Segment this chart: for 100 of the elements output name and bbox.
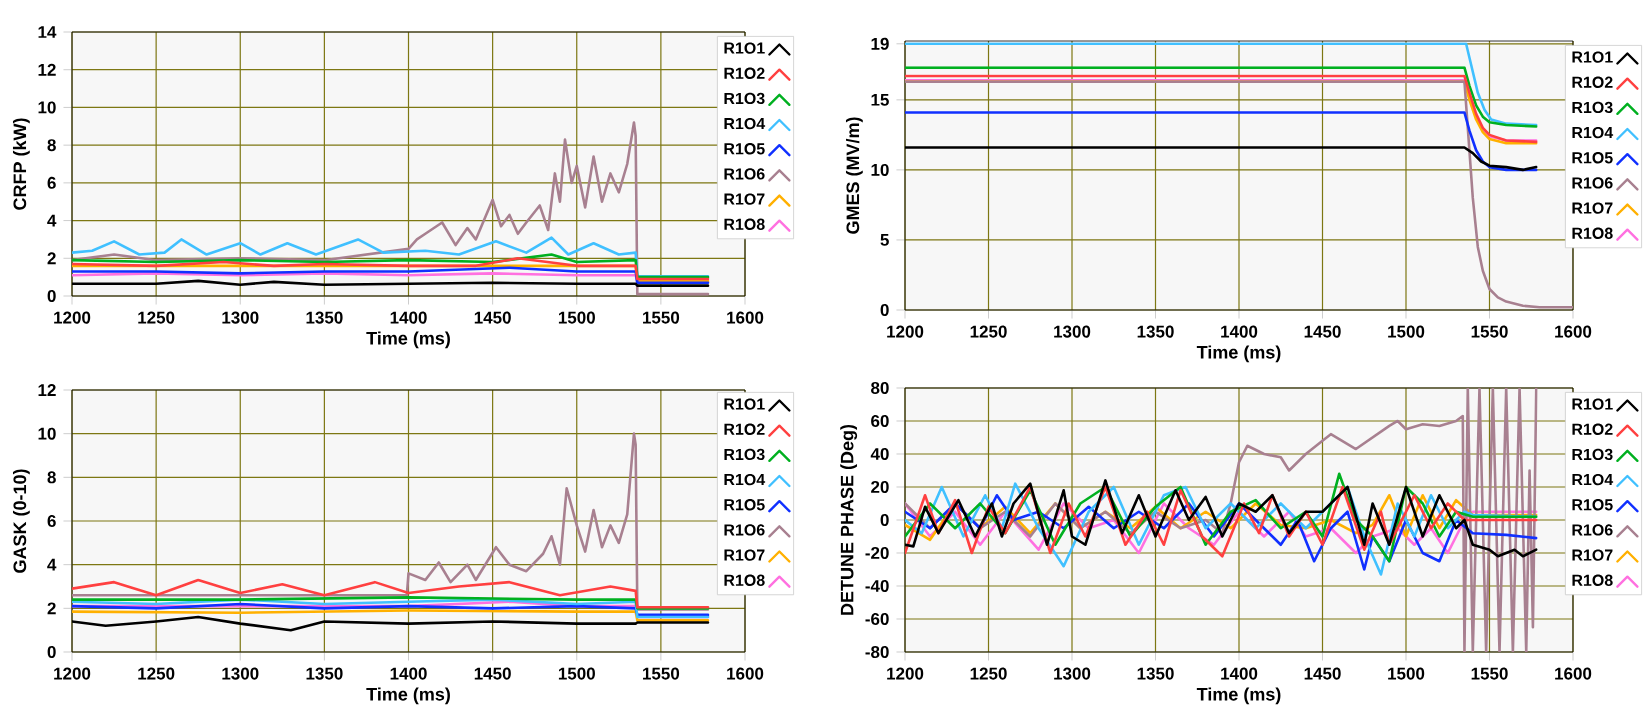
x-tick-label: 1200 [887,325,924,338]
x-tick-label: 1450 [1304,325,1341,338]
y-tick-label: 2 [47,602,56,615]
x-tick-label: 1450 [474,311,511,324]
y-tick-label: 12 [38,384,56,396]
y-tick-label: 5 [880,234,889,246]
x-tick-label: 1200 [54,311,91,324]
y-tick-label: 0 [880,304,889,317]
x-tick-label: 1550 [1471,667,1508,680]
legend-label: R1O4 [724,117,766,130]
y-tick-label: 6 [47,515,56,528]
x-tick-label: 1500 [558,311,595,324]
x-tick-label: 1250 [138,311,175,324]
x-tick-label: 1350 [1137,325,1174,338]
x-tick-label: 1350 [1137,667,1174,680]
x-tick-label: 1250 [970,325,1007,338]
x-tick-label: 1300 [222,311,259,324]
legend-label: R1O7 [1572,549,1613,561]
y-tick-label: 60 [871,414,889,427]
legend-label: R1O2 [1572,76,1613,88]
legend-label: R1O3 [1572,448,1613,461]
legend-label: R1O6 [724,524,765,536]
x-tick-label: 1400 [390,667,427,680]
legend-label: R1O2 [724,423,765,435]
x-tick-label: 1550 [643,311,680,324]
x-axis-title: Time (ms) [1196,345,1281,363]
y-tick-label: 4 [47,558,57,571]
y-tick-label: 0 [880,513,889,526]
x-tick-label: 1250 [970,667,1007,680]
y-tick-label: 2 [47,252,56,265]
x-tick-label: 1450 [1304,667,1341,680]
legend-label: R1O4 [1572,126,1614,139]
x-tick-label: 1600 [1555,667,1592,680]
y-axis-title: GMES (MV/m) [845,117,863,234]
legend-label: R1O5 [724,499,765,511]
x-axis-title: Time (ms) [366,331,450,349]
legend-label: R1O7 [724,549,765,561]
legend-label: R1O1 [724,42,765,54]
y-tick-label: 0 [47,646,56,659]
legend-label: R1O5 [724,143,765,155]
x-tick-label: 1550 [1471,325,1508,338]
y-axis-title: GASK (0-10) [12,469,30,573]
y-tick-label: 15 [871,93,889,106]
x-tick-label: 1350 [306,311,343,324]
legend-label: R1O8 [724,574,765,586]
legend-label: R1O8 [724,218,765,230]
x-tick-label: 1550 [643,667,680,680]
y-tick-label: 6 [47,176,56,189]
x-tick-label: 1600 [1555,325,1592,338]
legend-label: R1O5 [1572,499,1613,511]
x-tick-label: 1300 [222,667,259,680]
y-tick-label: 40 [870,447,889,460]
x-tick-label: 1250 [138,667,175,680]
legend-label: R1O3 [1572,101,1613,114]
y-tick-label: 10 [38,427,56,440]
y-tick-label: 0 [47,290,56,303]
legend-label: R1O6 [1572,524,1613,536]
legend-label: R1O3 [724,92,765,105]
legend-label: R1O8 [1572,227,1613,239]
y-tick-label: 8 [47,139,56,152]
x-tick-label: 1500 [1388,667,1425,680]
legend-label: R1O6 [724,168,765,180]
x-tick-label: 1400 [1221,325,1258,338]
x-tick-label: 1400 [390,311,427,324]
legend-label: R1O4 [724,473,766,486]
y-tick-label: -20 [865,546,889,560]
legend-label: R1O3 [724,448,765,461]
y-axis-title: CRFP (kW) [12,118,30,210]
x-tick-label: 1400 [1221,667,1258,680]
y-tick-label: 8 [47,471,56,484]
legend-label: R1O7 [1572,202,1613,214]
y-tick-label: 12 [38,63,56,76]
legend-label: R1O1 [1572,51,1613,63]
x-tick-label: 1600 [727,311,764,324]
x-axis-title: Time (ms) [1196,687,1281,705]
y-axis-title: DETUNE PHASE (Deg) [840,424,858,615]
y-tick-label: 10 [871,163,889,176]
x-tick-label: 1200 [887,667,924,680]
y-tick-label: 20 [871,480,889,493]
y-tick-label: -40 [865,579,889,593]
legend-label: R1O2 [1572,423,1613,435]
y-tick-label: 19 [871,37,889,50]
y-tick-label: 4 [47,214,57,227]
legend-label: R1O8 [1572,574,1613,586]
x-tick-label: 1500 [1388,325,1425,338]
y-tick-label: -60 [865,613,889,626]
y-tick-label: 14 [38,26,57,38]
x-tick-label: 1300 [1054,325,1091,338]
y-tick-label: 10 [38,101,56,114]
x-tick-label: 1600 [727,667,764,680]
legend-label: R1O5 [1572,152,1613,164]
x-tick-label: 1450 [474,667,511,680]
x-tick-label: 1500 [558,667,595,680]
x-tick-label: 1350 [306,667,343,680]
legend-label: R1O6 [1572,177,1613,189]
legend-label: R1O7 [724,193,765,205]
y-tick-label: 80 [871,381,889,394]
legend-label: R1O4 [1572,473,1614,486]
legend-label: R1O1 [1572,398,1613,410]
x-tick-label: 1200 [54,667,91,680]
